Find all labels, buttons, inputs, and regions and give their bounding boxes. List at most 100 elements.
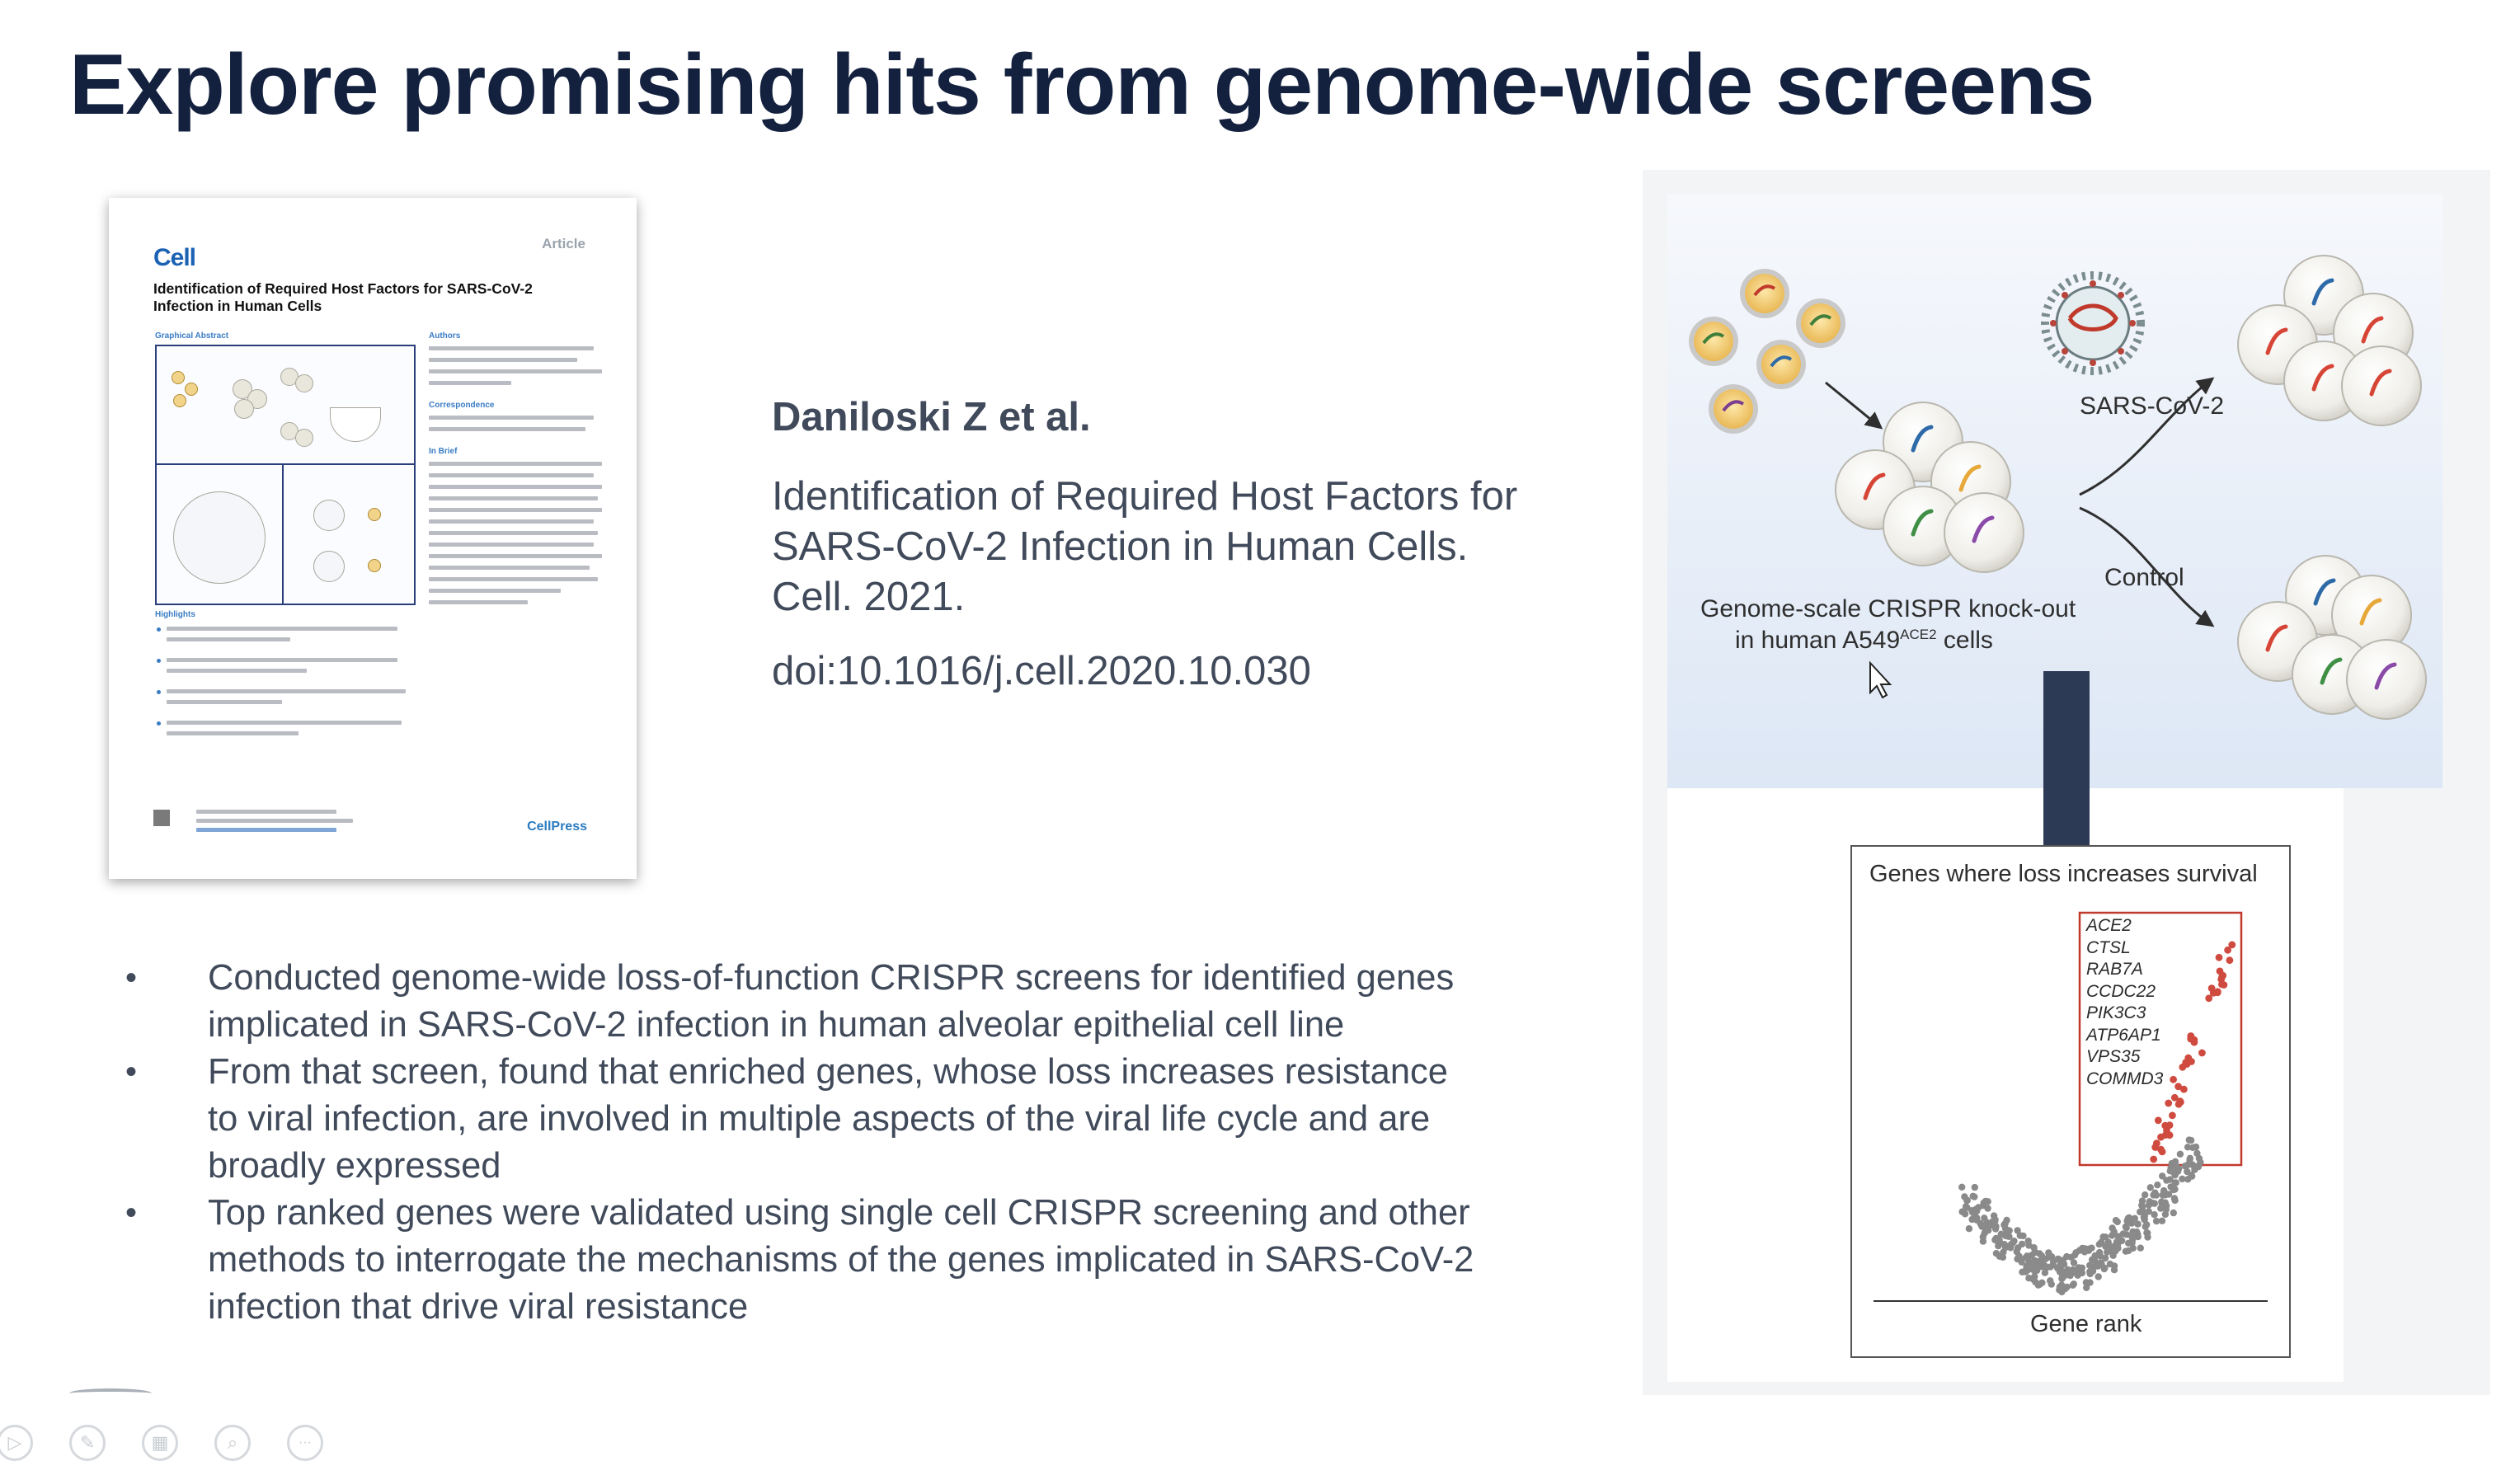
library-label-line2: in human A549ACE2 cells	[1735, 627, 1993, 654]
gene-point	[2102, 1233, 2109, 1241]
plot-frame	[1850, 845, 2291, 1358]
gene-point	[2171, 1196, 2179, 1205]
gene-point	[1980, 1201, 1987, 1210]
gene-point	[1981, 1229, 1988, 1237]
play-icon[interactable]: ▷	[0, 1425, 33, 1461]
correspondence-label: Correspondence	[429, 401, 495, 410]
gene-point	[2173, 1163, 2180, 1171]
gene-point	[2060, 1261, 2068, 1268]
gene-point	[2119, 1230, 2127, 1238]
author-photo-icon	[153, 810, 170, 826]
gene-point	[2097, 1259, 2104, 1266]
gene-point	[2014, 1227, 2021, 1234]
hit-gene-point	[2214, 988, 2221, 996]
hit-gene-point	[2228, 941, 2236, 949]
gene-point	[1990, 1212, 1998, 1219]
gene-point	[1971, 1183, 1978, 1191]
gene-point	[2036, 1280, 2043, 1289]
gene-point	[2022, 1253, 2030, 1261]
gene-point	[2170, 1169, 2178, 1177]
gene-point	[2159, 1172, 2166, 1180]
top-genes-list: ACE2 CTSL RAB7A CCDC22 PIK3C3 ATP6AP1 VP…	[2086, 915, 2163, 1090]
hit-gene-point	[2161, 1131, 2170, 1139]
gene-point	[2101, 1264, 2109, 1272]
in-brief-label: In Brief	[429, 447, 458, 456]
citation-authors: Daniloski Z et al.	[772, 395, 1091, 439]
gene-point	[2152, 1217, 2160, 1225]
gene-point	[2142, 1223, 2149, 1231]
surviving-cells-icon	[2237, 255, 2422, 426]
pen-icon[interactable]: ✎	[69, 1425, 106, 1461]
gene-point	[2086, 1261, 2094, 1269]
gene-label: ATP6AP1	[2086, 1025, 2161, 1045]
library-label-line1: Genome-scale CRISPR knock-out	[1700, 595, 2076, 622]
gene-point	[2123, 1224, 2130, 1232]
hit-gene-point	[2154, 1116, 2162, 1125]
gene-point	[1991, 1217, 1999, 1225]
gene-point	[2134, 1220, 2142, 1228]
more-icon[interactable]: ···	[287, 1425, 323, 1461]
gene-label: COMMD3	[2086, 1069, 2164, 1088]
gene-point	[2151, 1211, 2158, 1219]
gene-point	[2184, 1144, 2192, 1151]
gene-point	[2032, 1248, 2039, 1257]
gene-point	[1981, 1214, 1988, 1222]
gene-point	[2083, 1284, 2090, 1292]
gene-point	[1969, 1192, 1977, 1200]
gene-point	[1965, 1225, 1973, 1233]
gene-point	[2076, 1267, 2083, 1275]
gene-point	[1961, 1193, 1968, 1200]
bullet-text: From that screen, found that enriched ge…	[208, 1052, 1448, 1186]
gene-point	[2062, 1285, 2069, 1293]
gene-point	[2047, 1263, 2054, 1271]
gene-point	[1961, 1210, 1969, 1218]
gene-rank-scatter	[1958, 941, 2236, 1296]
gene-point	[2125, 1239, 2132, 1247]
zoom-icon[interactable]: ⌕	[214, 1425, 251, 1461]
gene-point	[1973, 1216, 1981, 1224]
gene-point	[1995, 1240, 2002, 1247]
gene-point	[2045, 1253, 2052, 1261]
transduce-arrow	[1825, 381, 1883, 430]
authors-label: Authors	[429, 331, 461, 341]
sars-cov-2-label: SARS-CoV-2	[2080, 392, 2225, 420]
gene-point	[2158, 1217, 2166, 1225]
gene-point	[2127, 1219, 2136, 1227]
gene-point	[2137, 1244, 2144, 1252]
gene-point	[2144, 1229, 2151, 1237]
gene-point	[2034, 1262, 2043, 1271]
gene-label: PIK3C3	[2086, 1003, 2146, 1022]
gene-point	[2171, 1179, 2179, 1186]
gene-point	[2134, 1233, 2142, 1241]
plot-x-label: Gene rank	[2030, 1311, 2142, 1337]
gene-point	[2176, 1150, 2184, 1158]
gene-point	[2191, 1166, 2198, 1173]
graphical-abstract-image	[155, 345, 416, 605]
bullet-item: • From that screen, found that enriched g…	[115, 1049, 1484, 1190]
gene-point	[2109, 1252, 2117, 1260]
gene-point	[2154, 1181, 2161, 1189]
cell-library-cluster	[1835, 402, 2024, 573]
plot-title: Genes where loss increases survival	[1869, 861, 2258, 887]
hit-gene-point	[2215, 953, 2223, 961]
crispr-screen-diagram	[1667, 195, 2442, 1382]
gene-label: RAB7A	[2086, 960, 2143, 979]
gene-point	[1997, 1230, 2005, 1238]
gene-point	[2082, 1279, 2090, 1286]
gene-point	[2161, 1210, 2170, 1219]
gene-point	[2109, 1243, 2118, 1251]
transduced-cells-icon	[1689, 269, 1845, 434]
article-type-label: Article	[542, 236, 585, 251]
slides-icon[interactable]: ▦	[142, 1425, 178, 1461]
mouse-cursor-icon	[1869, 660, 1892, 699]
paper-thumbnail: Cell Article Identification of Required …	[109, 198, 637, 879]
gene-label: ACE2	[2086, 916, 2132, 935]
gene-label: VPS35	[2086, 1047, 2141, 1066]
slide-title: Explore promising hits from genome-wide …	[69, 37, 2095, 133]
hit-gene-point	[2220, 981, 2228, 989]
gene-point	[2152, 1191, 2160, 1199]
gene-point	[2131, 1214, 2139, 1223]
gene-point	[2142, 1191, 2149, 1199]
gene-point	[2106, 1260, 2114, 1268]
bullet-item: • Conducted genome-wide loss-of-function …	[115, 955, 1484, 1049]
